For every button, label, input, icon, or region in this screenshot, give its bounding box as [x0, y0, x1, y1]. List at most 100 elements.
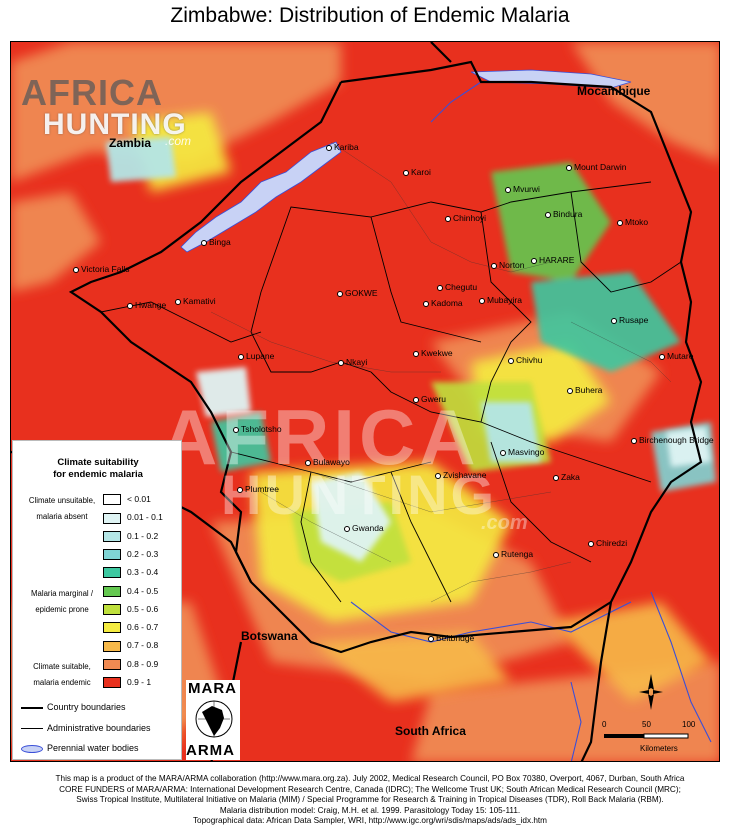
place-mtoko[interactable]: Mtoko	[617, 217, 648, 227]
legend-class-row: 0.3 - 0.4	[103, 566, 158, 579]
arma-label: ARMA	[186, 742, 235, 759]
town-marker-icon	[233, 426, 239, 433]
legend-class-label: < 0.01	[127, 494, 151, 504]
place-nkayi[interactable]: Nkayi	[338, 357, 367, 367]
place-mount-darwin[interactable]: Mount Darwin	[566, 162, 626, 172]
town-marker-icon	[505, 186, 511, 193]
country-label-botswana: Botswana	[241, 629, 298, 643]
town-marker-icon	[437, 284, 443, 291]
place-gokwe[interactable]: GOKWE	[337, 288, 378, 298]
place-bindura[interactable]: Bindura	[545, 209, 582, 219]
country-boundary-line-icon	[21, 706, 43, 709]
town-marker-icon	[344, 525, 350, 532]
place-mvurwi[interactable]: Mvurwi	[505, 184, 540, 194]
place-harare[interactable]: HARARE	[531, 255, 574, 265]
town-marker-icon	[305, 459, 311, 466]
legend-class-label: 0.5 - 0.6	[127, 603, 159, 614]
town-marker-icon	[567, 387, 573, 394]
place-chinhoyi[interactable]: Chinhoyi	[445, 213, 486, 223]
place-binga[interactable]: Binga	[201, 237, 231, 247]
legend-swatch	[103, 585, 121, 597]
town-marker-icon	[531, 257, 537, 264]
place-zaka[interactable]: Zaka	[553, 472, 580, 482]
legend-class-label: 0.9 - 1	[127, 677, 152, 687]
place-chivhu[interactable]: Chivhu	[508, 355, 542, 365]
town-marker-icon	[659, 353, 665, 360]
scale-bar-graphic	[604, 733, 689, 739]
place-hwange[interactable]: Hwange	[127, 300, 166, 310]
map-title: Zimbabwe: Distribution of Endemic Malari…	[170, 4, 570, 27]
town-marker-icon	[491, 262, 497, 269]
town-marker-icon	[175, 298, 181, 305]
place-kamativi[interactable]: Kamativi	[175, 296, 216, 306]
legend-class-row: 0.4 - 0.5	[103, 585, 158, 598]
place-kadoma[interactable]: Kadoma	[423, 298, 463, 308]
legend-swatch	[103, 640, 121, 652]
country-label-zambia: Zambia	[109, 136, 152, 150]
logo-line-1: AFRICA	[21, 72, 163, 113]
town-marker-icon	[403, 169, 409, 176]
legend-class-row: 0.2 - 0.3	[103, 548, 158, 561]
water-body-icon	[21, 744, 43, 753]
legend-title: Climate suitability for endemic malaria	[53, 457, 143, 480]
place-victoria-falls[interactable]: Victoria Falls	[73, 264, 130, 274]
legend-class-label: 0.3 - 0.4	[127, 567, 159, 578]
legend-swatch	[103, 658, 121, 670]
africa-hunting-logo: AFRICA HUNTING .com	[15, 58, 235, 154]
place-lupane[interactable]: Lupane	[238, 351, 274, 361]
place-kwekwe[interactable]: Kwekwe	[413, 348, 453, 358]
scale-bar: 0 50 100 Kilometers	[602, 720, 696, 753]
legend-class-label: 0.7 - 0.8	[127, 640, 159, 651]
town-marker-icon	[413, 396, 419, 403]
place-plumtree[interactable]: Plumtree	[237, 484, 279, 494]
place-zvishavane[interactable]: Zvishavane	[435, 470, 486, 480]
footer-line-4: Malaria distribution model: Craig, M.H. …	[219, 805, 521, 815]
place-gwanda[interactable]: Gwanda	[344, 523, 384, 533]
legend-class-label: 0.4 - 0.5	[127, 585, 159, 596]
place-karoi[interactable]: Karoi	[403, 167, 431, 177]
place-beitbridge[interactable]: Beitbridge	[428, 633, 474, 643]
town-marker-icon	[73, 266, 79, 273]
footer-line-5: Topographical data: African Data Sampler…	[192, 816, 548, 826]
country-boundary-east	[340, 60, 703, 761]
legend-country-boundaries: Country boundaries	[21, 700, 126, 714]
logo-line-2: HUNTING	[43, 108, 187, 141]
place-bulawayo[interactable]: Bulawayo	[305, 457, 350, 467]
place-mubayira[interactable]: Mubayira	[479, 295, 522, 305]
admin-boundary-line-icon	[21, 728, 43, 730]
town-marker-icon	[493, 551, 499, 558]
mara-label: MARA	[188, 680, 237, 697]
place-rutenga[interactable]: Rutenga	[493, 549, 533, 559]
place-norton[interactable]: Norton	[491, 260, 525, 270]
legend-class-row: 0.5 - 0.6	[103, 603, 158, 616]
legend-swatch	[103, 604, 121, 616]
place-tsholotsho[interactable]: Tsholotsho	[233, 424, 282, 434]
country-boundary-west	[68, 81, 452, 654]
town-marker-icon	[435, 472, 441, 479]
legend-class-label: 0.6 - 0.7	[127, 622, 159, 633]
africa-globe-icon	[195, 700, 233, 738]
legend: Climate suitability for endemic malaria …	[12, 440, 182, 760]
town-marker-icon	[237, 486, 243, 493]
place-buhera[interactable]: Buhera	[567, 385, 602, 395]
town-marker-icon	[508, 357, 514, 364]
place-birchenough-bridge[interactable]: Birchenough Bridge	[631, 435, 714, 445]
place-mutare[interactable]: Mutare	[659, 351, 693, 361]
country-boundary-south	[450, 601, 612, 639]
place-masvingo[interactable]: Masvingo	[500, 447, 544, 457]
legend-class-label: 0.1 - 0.2	[127, 530, 159, 541]
legend-swatch	[103, 512, 121, 524]
town-marker-icon	[201, 239, 207, 246]
legend-class-row: 0.7 - 0.8	[103, 639, 158, 652]
town-marker-icon	[588, 540, 594, 547]
legend-class-row: 0.9 - 1	[103, 676, 151, 689]
place-rusape[interactable]: Rusape	[611, 315, 648, 325]
place-gweru[interactable]: Gweru	[413, 394, 446, 404]
country-label-mozambique: Mocambique	[577, 84, 651, 98]
place-chegutu[interactable]: Chegutu	[437, 282, 477, 292]
place-kariba[interactable]: Kariba	[326, 142, 359, 152]
town-marker-icon	[479, 297, 485, 304]
place-chiredzi[interactable]: Chiredzi	[588, 538, 627, 548]
legend-swatch	[103, 494, 121, 506]
legend-swatch	[103, 530, 121, 542]
